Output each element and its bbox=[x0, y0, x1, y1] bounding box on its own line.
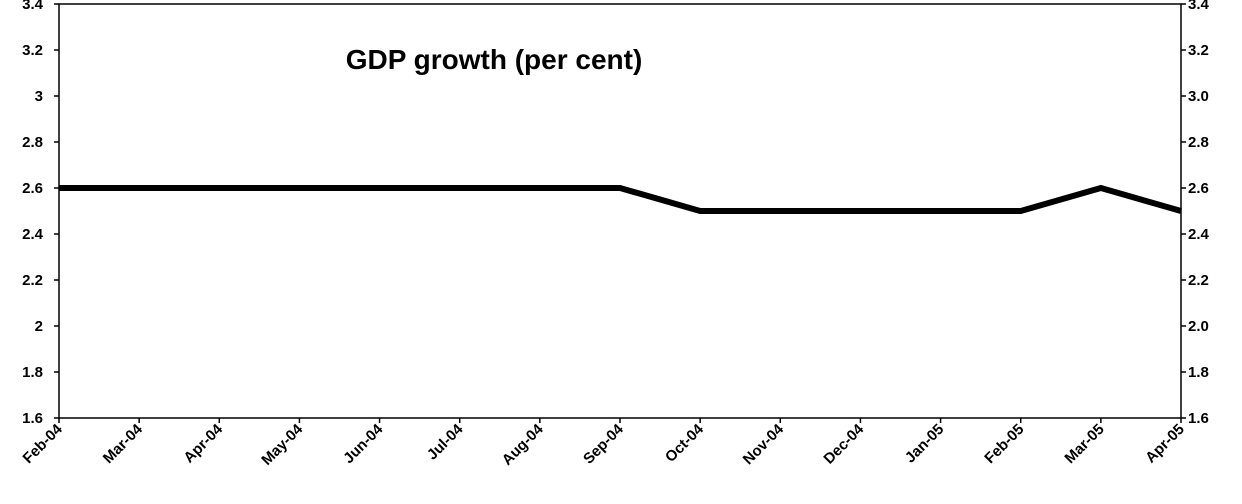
right-y-axis: 1.6 1.8 2.0 2.2 2.4 2.6 2.8 3.0 3.2 3.4 bbox=[1181, 0, 1210, 427]
x-tick-label: Jan-05 bbox=[902, 421, 948, 467]
right-y-tick-label: 2.2 bbox=[1188, 272, 1209, 289]
x-tick-label: Apr-05 bbox=[1142, 421, 1188, 467]
x-tick-label: Feb-04 bbox=[20, 420, 67, 467]
left-y-tick-label: 1.6 bbox=[22, 410, 43, 427]
x-tick-label: Dec-04 bbox=[820, 420, 867, 467]
left-y-tick-label: 3.2 bbox=[22, 42, 43, 59]
series-layer bbox=[58, 184, 1182, 214]
x-tick-label: Jul-04 bbox=[424, 420, 467, 463]
x-tick-label: Nov-04 bbox=[740, 420, 788, 468]
x-tick-label: May-04 bbox=[258, 420, 306, 468]
x-tick-label: Mar-04 bbox=[100, 420, 147, 467]
right-y-tick-label: 1.8 bbox=[1188, 364, 1209, 381]
right-y-tick-label: 2.8 bbox=[1188, 134, 1209, 151]
x-tick-label: Oct-04 bbox=[662, 420, 707, 465]
left-y-tick-label: 2 bbox=[35, 318, 43, 335]
left-y-tick-label: 2.8 bbox=[22, 134, 43, 151]
x-tick-label: Sep-04 bbox=[580, 420, 627, 467]
left-y-tick-label: 1.8 bbox=[22, 364, 43, 381]
right-y-tick-label: 3.0 bbox=[1188, 88, 1209, 105]
right-y-tick-label: 1.6 bbox=[1188, 410, 1209, 427]
x-tick-label: Jun-04 bbox=[340, 420, 387, 467]
x-tick-label: Apr-04 bbox=[180, 420, 226, 466]
right-y-tick-label: 2.4 bbox=[1188, 226, 1210, 243]
left-y-tick-label: 2.4 bbox=[22, 226, 44, 243]
x-tick-label: Aug-04 bbox=[499, 420, 547, 468]
left-y-tick-label: 3 bbox=[35, 88, 43, 105]
left-y-axis: 1.6 1.8 2 2.2 2.4 2.6 2.8 3 3.2 3.4 bbox=[22, 0, 59, 427]
x-tick-label: Feb-05 bbox=[981, 421, 1027, 467]
x-tick-label: Mar-05 bbox=[1061, 421, 1107, 467]
chart-title: GDP growth (per cent) bbox=[346, 44, 643, 75]
right-y-tick-label: 3.2 bbox=[1188, 42, 1209, 59]
right-y-tick-label: 2.0 bbox=[1188, 318, 1209, 335]
right-y-tick-label: 2.6 bbox=[1188, 180, 1209, 197]
right-y-tick-label: 3.4 bbox=[1188, 0, 1210, 13]
left-y-tick-label: 2.6 bbox=[22, 180, 43, 197]
x-axis: Feb-04 Mar-04 Apr-04 May-04 Jun-04 Jul-04 Aug-… bbox=[20, 418, 1188, 469]
left-y-tick-label: 2.2 bbox=[22, 272, 43, 289]
left-y-tick-label: 3.4 bbox=[22, 0, 44, 13]
